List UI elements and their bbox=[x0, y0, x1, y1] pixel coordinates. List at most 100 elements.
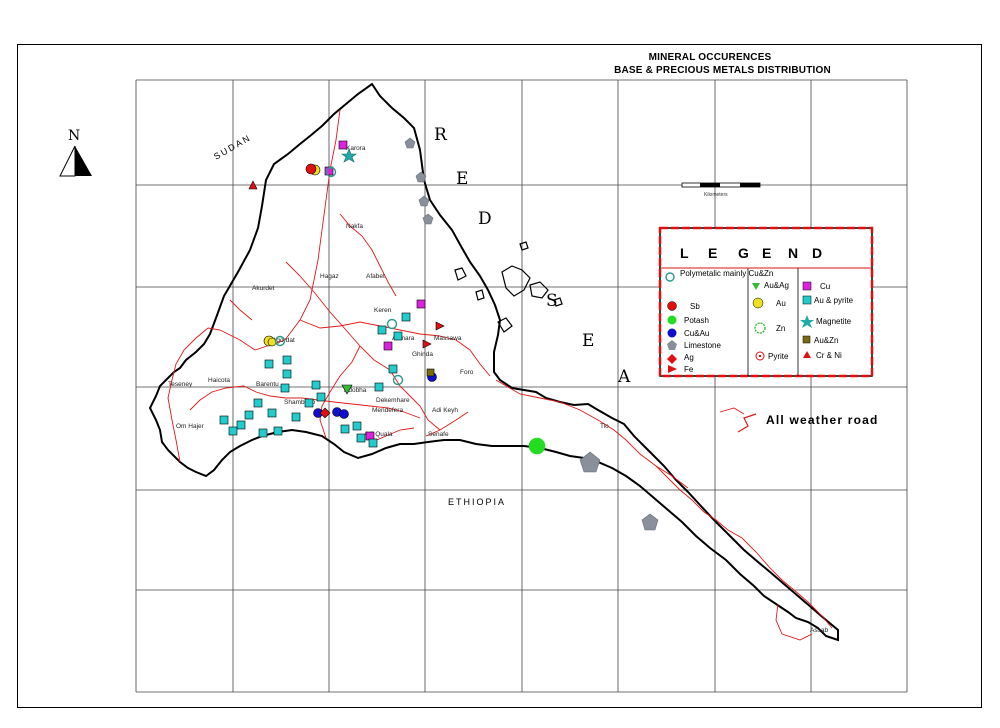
legend-au-icon bbox=[752, 297, 764, 309]
place-label: Agordat bbox=[272, 337, 295, 344]
legend-label: Sb bbox=[690, 302, 700, 311]
legend-polymetallic-icon bbox=[665, 272, 675, 282]
legend-cr-ni-icon bbox=[803, 351, 811, 358]
graticule bbox=[135, 79, 908, 693]
legend-label: Fe bbox=[684, 365, 694, 374]
legend-au-ag-icon bbox=[752, 283, 760, 290]
legend-title-letter: D bbox=[812, 245, 822, 261]
legend-title-letter: E bbox=[762, 245, 771, 261]
legend-label: Cu bbox=[820, 282, 830, 291]
legend-au-zn-icon bbox=[802, 335, 811, 344]
country-label-south: ETHIOPIA bbox=[448, 497, 506, 507]
occurrence-limestone-group bbox=[404, 137, 659, 531]
occurrence-cr-ni bbox=[248, 180, 258, 190]
occurrence-magnetite bbox=[341, 148, 357, 163]
legend-sb-icon bbox=[667, 301, 677, 311]
occurrence-sb bbox=[305, 163, 317, 175]
place-label: Adi Keyh bbox=[432, 407, 458, 414]
north-label: N bbox=[68, 128, 80, 144]
legend-title-letter: E bbox=[708, 245, 717, 261]
legend-label: Cr & Ni bbox=[816, 351, 842, 360]
place-label: Adobha bbox=[344, 387, 367, 394]
occurrence-cu-au bbox=[339, 409, 349, 419]
legend-label: Potash bbox=[684, 316, 709, 325]
occurrence-fe bbox=[422, 339, 432, 349]
legend-label: Magnetite bbox=[816, 317, 852, 326]
place-label: Assab bbox=[810, 627, 828, 634]
road-legend-label: All weather road bbox=[766, 413, 879, 427]
legend-label: Au&Zn bbox=[814, 336, 838, 345]
legend-limestone-icon bbox=[667, 340, 677, 350]
country-label-north: SUDAN bbox=[212, 132, 253, 161]
place-label: Karora bbox=[346, 145, 366, 152]
place-label: Asmara bbox=[392, 335, 415, 342]
legend-fe-icon bbox=[668, 365, 677, 373]
legend-cu-au-icon bbox=[667, 328, 677, 338]
legend-label: Au&Ag bbox=[764, 281, 789, 290]
sea-letter: S bbox=[546, 291, 558, 311]
scale-bar-label: Kilometers bbox=[704, 192, 728, 198]
legend-ag-icon bbox=[667, 354, 677, 364]
place-label: Haicota bbox=[208, 377, 230, 384]
legend-cu-icon bbox=[802, 281, 812, 291]
occurrence-au bbox=[267, 337, 277, 347]
place-label: Mendefera bbox=[372, 407, 403, 414]
place-label: Om Hajer bbox=[176, 423, 205, 430]
occurrence-au-pyrite-group bbox=[219, 312, 411, 448]
islands bbox=[454, 241, 563, 333]
occurrence-cu bbox=[338, 140, 348, 150]
occurrence-cu bbox=[324, 166, 334, 176]
map-subtitle: BASE & PRECIOUS METALS DISTRIBUTION bbox=[614, 65, 831, 76]
place-label: Senafe bbox=[428, 431, 449, 438]
place-label: Barentu bbox=[256, 381, 279, 388]
legend-pyrite-dot bbox=[758, 354, 762, 358]
occurrence-fe bbox=[435, 321, 445, 331]
place-label: Foro bbox=[460, 369, 474, 376]
place-label: Adi Quala bbox=[364, 431, 393, 438]
legend-label: Zn bbox=[776, 324, 785, 333]
sea-letter: E bbox=[456, 169, 468, 189]
sea-letter: D bbox=[478, 209, 492, 229]
occurrence-au-zn bbox=[426, 368, 435, 377]
legend-au-pyrite-icon bbox=[802, 295, 812, 305]
occurrence-ag bbox=[319, 407, 331, 419]
occurrence-cu bbox=[416, 299, 426, 309]
legend-label: Cu&Au bbox=[684, 329, 709, 338]
legend-magnetite-icon bbox=[800, 315, 814, 328]
occurrence-potash bbox=[528, 437, 546, 455]
legend-title-letter: G bbox=[738, 245, 749, 261]
legend-zn-icon bbox=[754, 322, 766, 334]
occurrence-symbols bbox=[219, 137, 659, 531]
north-arrow-icon: N bbox=[59, 128, 92, 177]
place-label: Afabet bbox=[366, 273, 385, 280]
legend-title-letter: N bbox=[788, 245, 798, 261]
place-label: Shambuko bbox=[284, 399, 315, 406]
legend: L E G E N D Polymetalic mainly Cu&Zn Sb … bbox=[658, 226, 874, 378]
legend-label: Ag bbox=[684, 353, 694, 362]
sea-letter: E bbox=[582, 331, 594, 351]
legend-title-letter: L bbox=[680, 245, 689, 261]
country-outline bbox=[148, 82, 839, 642]
place-label: Nakfa bbox=[346, 223, 363, 230]
legend-label: Au bbox=[776, 299, 786, 308]
scale-bar: Kilometers bbox=[681, 182, 761, 198]
legend-label: Polymetalic mainly Cu&Zn bbox=[680, 269, 773, 278]
place-label: Hagaz bbox=[320, 273, 339, 280]
map-title: MINERAL OCCURENCES bbox=[648, 52, 772, 63]
place-label: Massawa bbox=[434, 335, 462, 342]
place-label: Dekemhare bbox=[376, 397, 410, 404]
legend-label: Pyrite bbox=[768, 352, 789, 361]
legend-potash-icon bbox=[667, 315, 677, 325]
sea-letter: A bbox=[617, 367, 631, 387]
occurrence-polymetallic-group bbox=[274, 166, 404, 386]
place-label: Teseney bbox=[168, 381, 193, 388]
occurrence-au-ag bbox=[341, 384, 353, 395]
road-legend: All weather road bbox=[737, 413, 879, 433]
place-names: Karora Nakfa Afabet Keren Asmara Massawa… bbox=[168, 145, 828, 634]
legend-label: Limestone bbox=[684, 341, 721, 350]
map-frame bbox=[17, 44, 982, 708]
legend-label: Au & pyrite bbox=[814, 296, 854, 305]
sea-label: R E D S E A bbox=[434, 125, 631, 387]
place-label: Ghinda bbox=[412, 351, 433, 358]
